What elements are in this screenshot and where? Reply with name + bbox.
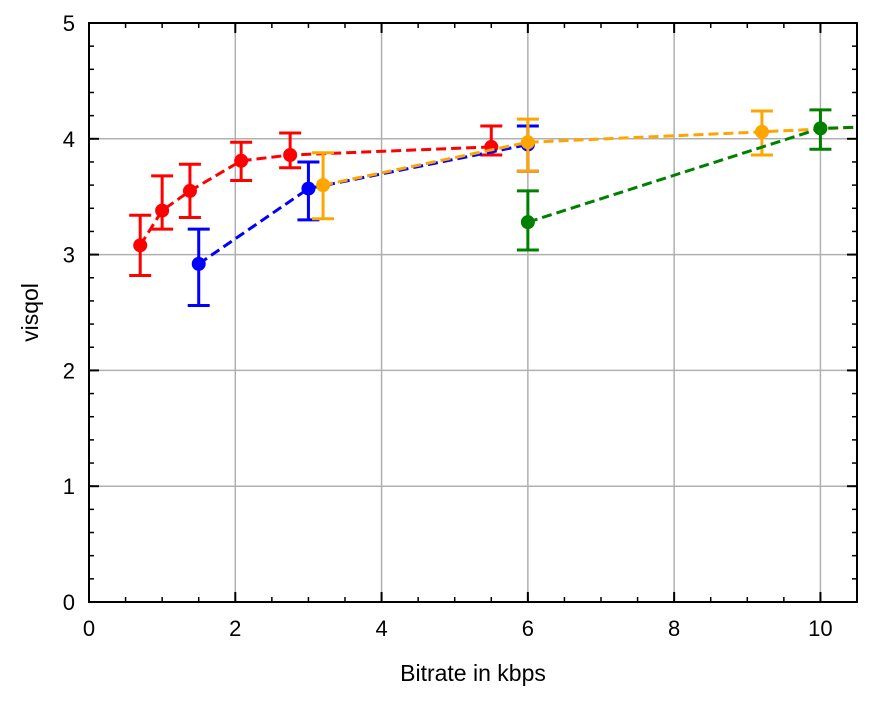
grid bbox=[89, 23, 857, 602]
series-4 bbox=[516, 108, 857, 252]
x-tick-label: 10 bbox=[808, 616, 832, 641]
plot-frame bbox=[88, 22, 858, 603]
series-1-point bbox=[133, 238, 148, 253]
x-axis-label: Bitrate in kbps bbox=[400, 660, 546, 686]
series-4-point bbox=[813, 121, 828, 136]
series-layer bbox=[129, 108, 857, 308]
x-tick-label: 0 bbox=[83, 616, 95, 641]
y-tick-label: 5 bbox=[63, 11, 75, 36]
x-tick-label: 4 bbox=[375, 616, 387, 641]
ticks bbox=[88, 22, 858, 603]
tick-labels: 0 2 4 6 8 10 0 1 2 3 4 5 bbox=[63, 11, 833, 641]
y-tick-label: 1 bbox=[63, 474, 75, 499]
y-tick-label: 2 bbox=[63, 358, 75, 383]
series-3-point bbox=[316, 178, 331, 193]
series-2-point bbox=[191, 256, 206, 271]
x-tick-label: 2 bbox=[229, 616, 241, 641]
series-3-point bbox=[754, 124, 769, 139]
x-tick-label: 6 bbox=[522, 616, 534, 641]
x-tick-label: 8 bbox=[668, 616, 680, 641]
series-3-point bbox=[520, 135, 535, 150]
series-1-point bbox=[283, 148, 298, 163]
series-1-point bbox=[155, 203, 170, 218]
series-1 bbox=[129, 124, 503, 277]
y-tick-label: 3 bbox=[63, 243, 75, 268]
series-1-point bbox=[182, 183, 197, 198]
series-2-line bbox=[197, 143, 529, 266]
y-tick-label: 4 bbox=[63, 127, 75, 152]
series-2-point bbox=[301, 181, 316, 196]
series-4-point bbox=[520, 215, 535, 230]
y-axis-label: visqol bbox=[17, 283, 43, 342]
series-1-point bbox=[234, 153, 249, 168]
series-3-line bbox=[322, 125, 857, 187]
y-tick-label: 0 bbox=[63, 590, 75, 615]
series-3 bbox=[312, 109, 857, 221]
